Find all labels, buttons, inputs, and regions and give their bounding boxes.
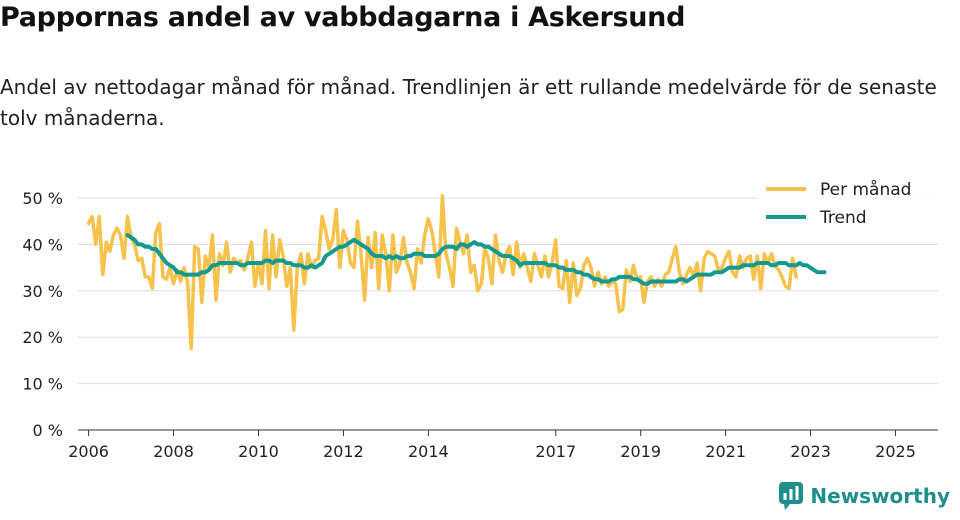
y-tick-label: 10 %: [22, 375, 63, 394]
x-tick-label: 2012: [323, 442, 364, 461]
monthly-series-line: [86, 193, 798, 351]
y-tick-label: 40 %: [22, 235, 63, 254]
legend-box: [758, 174, 940, 230]
chart-title: Pappornas andel av vabbdagarna i Askersu…: [0, 2, 686, 33]
x-tick-label: 2014: [408, 442, 449, 461]
brand-name: Newsworthy: [810, 484, 950, 508]
y-tick-label: 20 %: [22, 328, 63, 347]
y-tick-label: 0 %: [33, 421, 63, 440]
chart-subtitle: Andel av nettodagar månad för månad. Tre…: [0, 75, 937, 130]
newsworthy-brand: Newsworthy: [778, 481, 950, 511]
legend-label: Trend: [819, 208, 867, 228]
x-tick-label: 2023: [790, 442, 831, 461]
y-tick-label: 50 %: [22, 189, 63, 208]
x-tick-label: 2006: [68, 442, 109, 461]
trend-series-line: [125, 233, 827, 286]
x-tick-label: 2019: [620, 442, 661, 461]
newsworthy-logo-icon: [779, 482, 804, 510]
x-tick-label: 2021: [705, 442, 746, 461]
y-tick-label: 30 %: [22, 282, 63, 301]
x-tick-label: 2025: [875, 442, 916, 461]
legend-label: Per månad: [820, 179, 911, 200]
x-tick-label: 2017: [535, 442, 576, 461]
x-tick-label: 2010: [238, 442, 279, 461]
x-tick-label: 2008: [153, 442, 194, 461]
